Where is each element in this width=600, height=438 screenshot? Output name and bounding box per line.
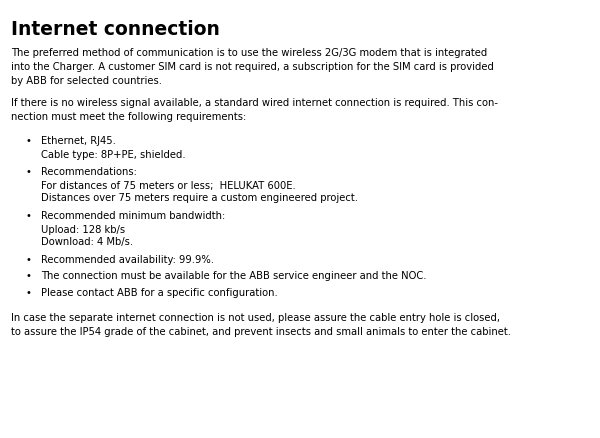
Text: Recommendations:: Recommendations: [41, 167, 137, 177]
Text: Ethernet, RJ45.: Ethernet, RJ45. [41, 136, 116, 145]
Text: Distances over 75 meters require a custom engineered project.: Distances over 75 meters require a custo… [41, 194, 358, 203]
Text: Internet connection: Internet connection [11, 20, 220, 39]
Text: Please contact ABB for a specific configuration.: Please contact ABB for a specific config… [41, 288, 278, 298]
Text: nection must meet the following requirements:: nection must meet the following requirem… [11, 112, 246, 122]
Text: into the Charger. A customer SIM card is not required, a subscription for the SI: into the Charger. A customer SIM card is… [11, 62, 494, 72]
Text: to assure the IP54 grade of the cabinet, and prevent insects and small animals t: to assure the IP54 grade of the cabinet,… [11, 327, 511, 336]
Text: •: • [26, 255, 32, 265]
Text: •: • [26, 211, 32, 221]
Text: If there is no wireless signal available, a standard wired internet connection i: If there is no wireless signal available… [11, 98, 498, 108]
Text: Upload: 128 kb/s: Upload: 128 kb/s [41, 225, 125, 235]
Text: In case the separate internet connection is not used, please assure the cable en: In case the separate internet connection… [11, 313, 500, 322]
Text: Cable type: 8P+PE, shielded.: Cable type: 8P+PE, shielded. [41, 150, 185, 159]
Text: •: • [26, 288, 32, 298]
Text: For distances of 75 meters or less;  HELUKAT 600E.: For distances of 75 meters or less; HELU… [41, 181, 296, 191]
Text: The preferred method of communication is to use the wireless 2G/3G modem that is: The preferred method of communication is… [11, 48, 487, 58]
Text: Recommended availability: 99.9%.: Recommended availability: 99.9%. [41, 255, 214, 265]
Text: by ABB for selected countries.: by ABB for selected countries. [11, 76, 162, 86]
Text: The connection must be available for the ABB service engineer and the NOC.: The connection must be available for the… [41, 272, 426, 281]
Text: Recommended minimum bandwidth:: Recommended minimum bandwidth: [41, 211, 225, 221]
Text: •: • [26, 167, 32, 177]
Text: •: • [26, 272, 32, 281]
Text: •: • [26, 136, 32, 145]
Text: Download: 4 Mb/s.: Download: 4 Mb/s. [41, 237, 133, 247]
